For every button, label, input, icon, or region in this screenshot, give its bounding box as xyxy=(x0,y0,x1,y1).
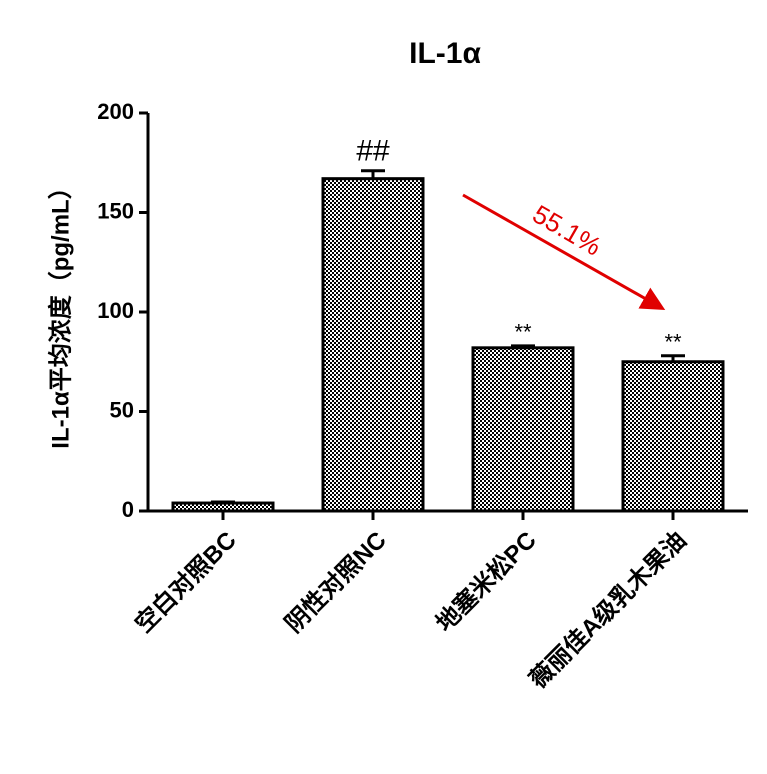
y-axis-label: IL-1α平均浓度（pg/mL） xyxy=(46,175,74,448)
bar xyxy=(321,177,425,513)
bar xyxy=(471,346,575,513)
x-tick-label: 空白对照BC xyxy=(130,526,242,638)
chart-title: IL-1α xyxy=(409,37,481,70)
y-tick-label: 100 xyxy=(97,298,134,323)
x-tick-label: 地塞米松PC xyxy=(430,526,541,637)
y-tick-label: 50 xyxy=(110,397,134,422)
arrow xyxy=(462,193,666,310)
significance-label: ** xyxy=(664,330,682,355)
y-tick-label: 150 xyxy=(97,198,134,223)
bar xyxy=(171,501,275,513)
significance-label: ## xyxy=(356,135,390,168)
bar xyxy=(621,360,725,513)
y-tick-label: 200 xyxy=(97,99,134,124)
x-tick-label: 薇丽佳A级乳木果油 xyxy=(524,526,692,694)
significance-label: ** xyxy=(514,320,532,345)
arrow-label: 55.1% xyxy=(528,199,607,262)
x-tick-label: 阴性对照NC xyxy=(280,527,391,638)
y-tick-label: 0 xyxy=(122,497,134,522)
